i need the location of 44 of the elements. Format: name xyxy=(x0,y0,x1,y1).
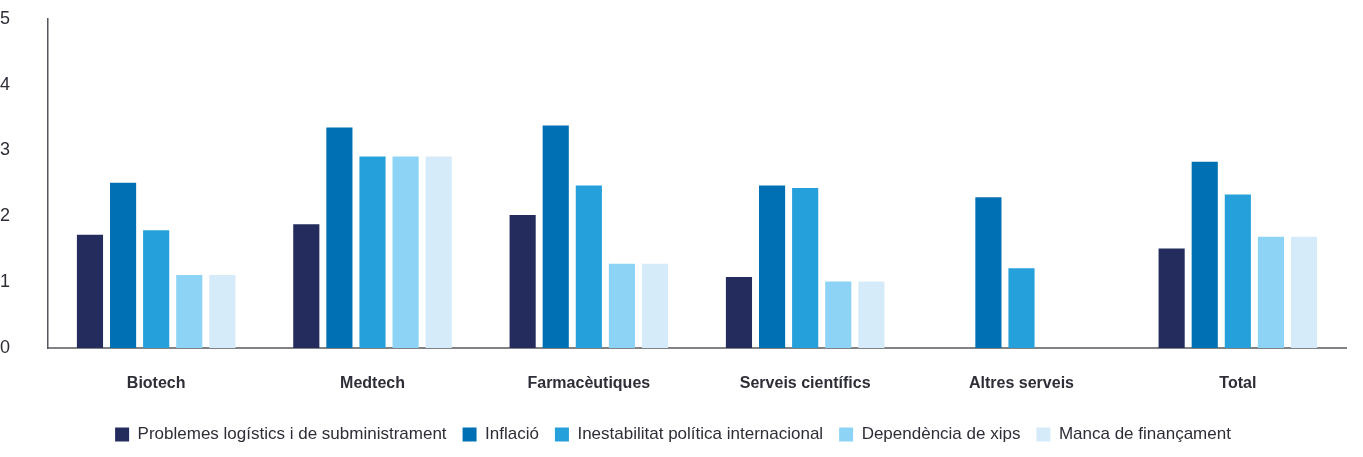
bar xyxy=(975,197,1002,348)
bar xyxy=(209,274,236,348)
legend-label: Dependència de xips xyxy=(861,424,1021,444)
bar xyxy=(1257,236,1285,348)
bar xyxy=(1008,268,1035,348)
bar xyxy=(1191,161,1218,348)
x-tick-label: Serveis científics xyxy=(739,374,871,392)
x-tick-label: Total xyxy=(1219,374,1257,392)
bar xyxy=(608,263,636,348)
y-tick-label: 1 xyxy=(0,271,11,292)
y-tick-label: 5 xyxy=(0,7,11,28)
bar xyxy=(293,224,320,348)
bar xyxy=(176,274,203,348)
bar xyxy=(425,156,452,348)
bar xyxy=(858,281,885,348)
bar xyxy=(1290,236,1318,348)
bar xyxy=(76,234,104,348)
y-tick-label: 2 xyxy=(0,205,11,226)
bar xyxy=(109,182,137,348)
bar xyxy=(575,185,602,348)
bar xyxy=(143,230,170,348)
bar xyxy=(359,156,386,348)
legend-label: Manca de finançament xyxy=(1058,424,1232,444)
bar xyxy=(792,188,819,348)
x-tick-label: Altres serveis xyxy=(969,374,1075,392)
bar xyxy=(758,185,786,348)
bar xyxy=(1224,194,1251,348)
x-tick-label: Medtech xyxy=(340,374,405,392)
y-tick-label: 4 xyxy=(0,73,11,94)
bar xyxy=(725,276,753,348)
legend-label: Problemes logístics i de subministrament xyxy=(137,424,447,444)
y-tick-label: 0 xyxy=(0,336,11,357)
bar xyxy=(641,263,669,348)
x-tick-label: Farmacèutiques xyxy=(527,374,651,392)
x-tick-label: Biotech xyxy=(126,374,186,392)
bar xyxy=(326,127,353,348)
legend-label: Inestabilitat política internacional xyxy=(577,424,824,444)
y-tick-label: 3 xyxy=(0,139,11,160)
bar xyxy=(392,156,419,348)
bar xyxy=(509,215,536,348)
bar xyxy=(1158,248,1185,348)
bar xyxy=(825,281,852,348)
legend-label: Inflació xyxy=(485,424,539,444)
bar xyxy=(542,125,569,348)
